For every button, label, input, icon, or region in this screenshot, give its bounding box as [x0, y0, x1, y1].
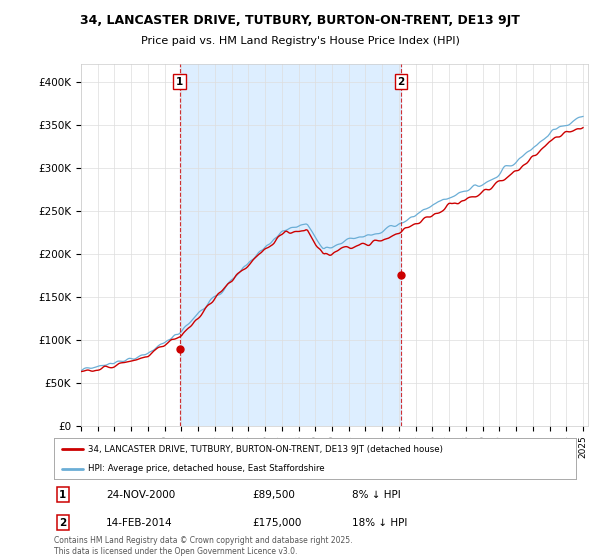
Text: 34, LANCASTER DRIVE, TUTBURY, BURTON-ON-TRENT, DE13 9JT: 34, LANCASTER DRIVE, TUTBURY, BURTON-ON-…: [80, 14, 520, 27]
Text: HPI: Average price, detached house, East Staffordshire: HPI: Average price, detached house, East…: [88, 464, 325, 473]
Text: 2: 2: [397, 77, 404, 87]
Text: 18% ↓ HPI: 18% ↓ HPI: [352, 517, 407, 528]
Text: 1: 1: [59, 490, 67, 500]
Text: £175,000: £175,000: [253, 517, 302, 528]
Text: 34, LANCASTER DRIVE, TUTBURY, BURTON-ON-TRENT, DE13 9JT (detached house): 34, LANCASTER DRIVE, TUTBURY, BURTON-ON-…: [88, 445, 443, 454]
Text: 2: 2: [59, 517, 67, 528]
Bar: [180, 64, 401, 426]
Text: Contains HM Land Registry data © Crown copyright and database right 2025.
This d: Contains HM Land Registry data © Crown c…: [54, 536, 353, 556]
Text: £89,500: £89,500: [253, 490, 295, 500]
Text: 24-NOV-2000: 24-NOV-2000: [106, 490, 175, 500]
Text: Price paid vs. HM Land Registry's House Price Index (HPI): Price paid vs. HM Land Registry's House …: [140, 36, 460, 46]
Text: 14-FEB-2014: 14-FEB-2014: [106, 517, 173, 528]
Text: 8% ↓ HPI: 8% ↓ HPI: [352, 490, 400, 500]
Text: 1: 1: [176, 77, 184, 87]
